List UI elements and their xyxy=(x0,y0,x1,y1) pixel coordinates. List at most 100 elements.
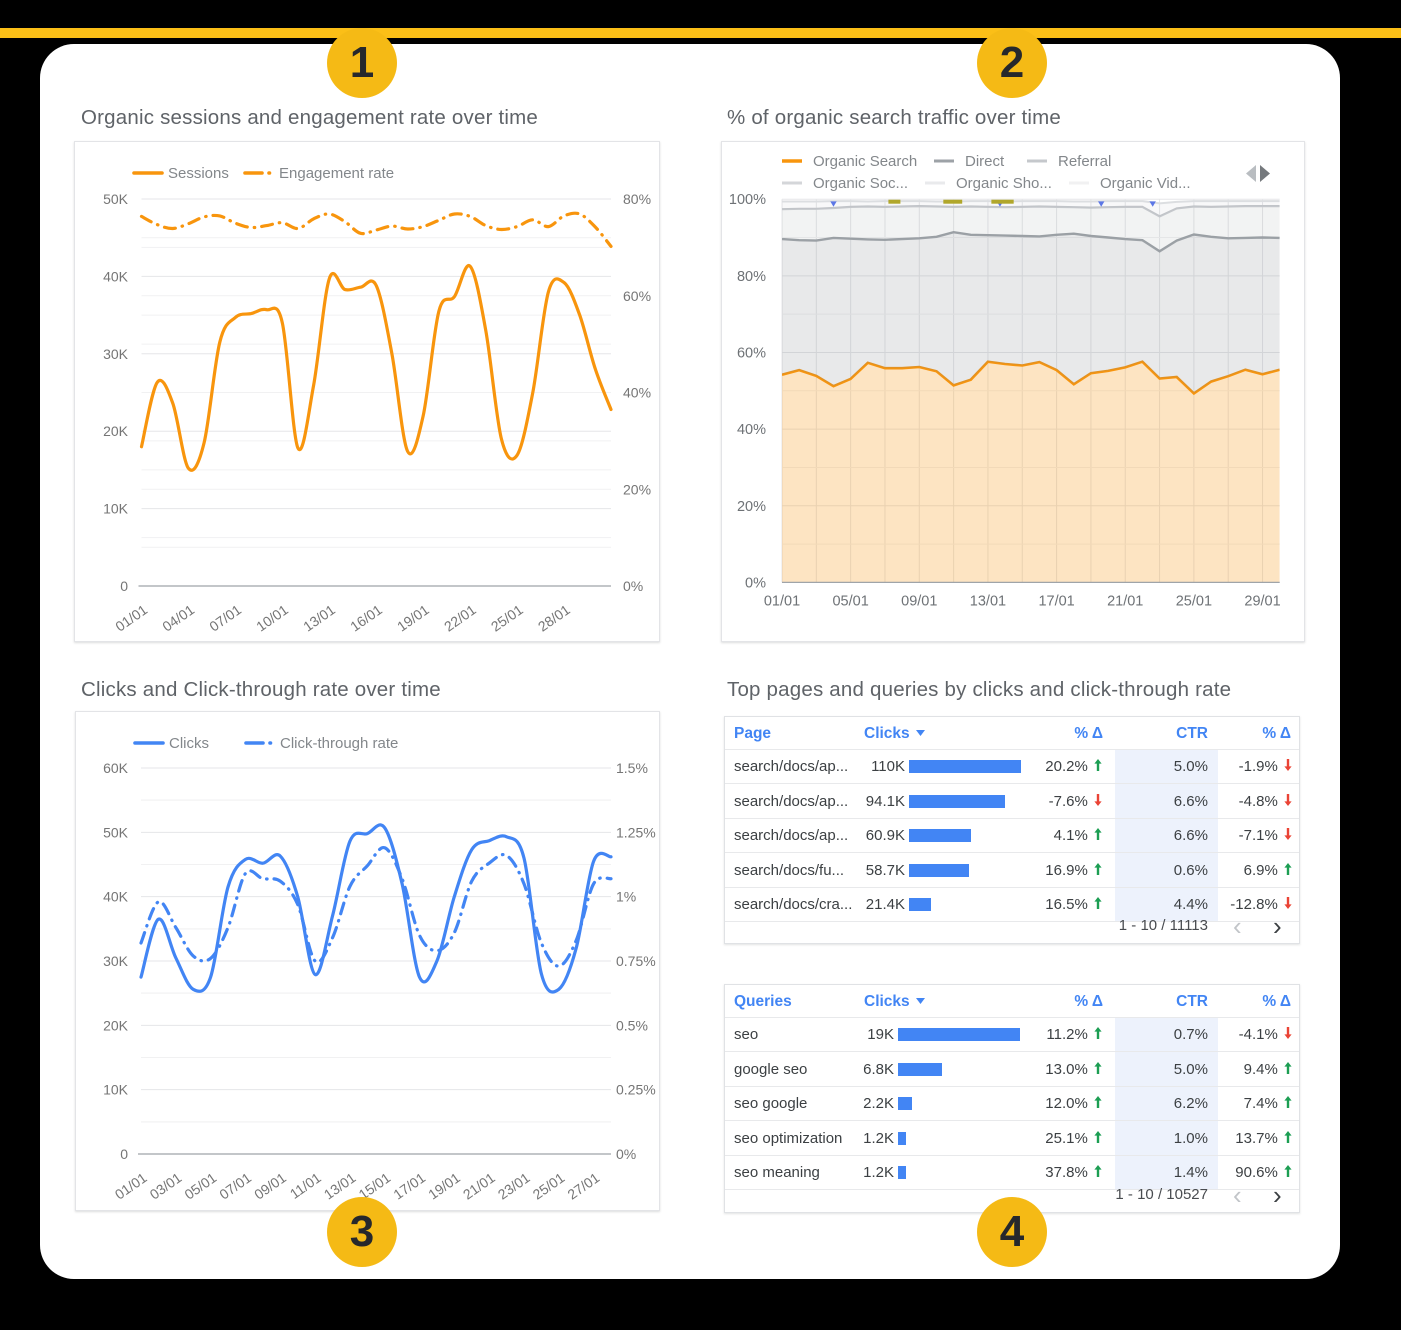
y-axis-right-label: 1.5% xyxy=(616,760,648,776)
marker-blue xyxy=(1098,201,1105,207)
cell-clicks: 6.8K xyxy=(863,1060,894,1078)
area-0 xyxy=(782,361,1280,583)
series-line-sessions xyxy=(139,264,613,472)
cell-ctr: 0.6% xyxy=(1173,861,1208,879)
up-arrow-icon xyxy=(1284,1096,1292,1109)
table-row: search/docs/ap... 110K 20.2% 5.0% -1.9% xyxy=(725,749,1299,784)
x-axis-label: 13/01 xyxy=(970,593,1006,609)
column-header-delta-clicks[interactable]: % Δ xyxy=(1074,993,1103,1010)
table-row: seo 19K 11.2% 0.7% -4.1% xyxy=(725,1017,1299,1052)
column-header-delta-ctr[interactable]: % Δ xyxy=(1262,725,1291,742)
y-axis-left-label: 40K xyxy=(103,268,129,284)
cell-clicks: 2.2K xyxy=(863,1095,894,1113)
chart-title-traffic-share: % of organic search traffic over time xyxy=(727,106,1062,129)
annotation-badge-3: 3 xyxy=(327,1197,397,1267)
x-axis-label: 21/01 xyxy=(1107,593,1143,609)
y-axis-right-label: 1% xyxy=(616,889,636,905)
cell-delta-clicks: 4.1% xyxy=(955,818,1102,852)
x-axis-label: 03/01 xyxy=(147,1169,185,1202)
column-header-delta-clicks[interactable]: % Δ xyxy=(1074,725,1103,742)
x-axis-label: 25/01 xyxy=(1176,593,1212,609)
pagination-prev-icon[interactable]: ‹ xyxy=(1233,911,1242,941)
up-arrow-icon-shape xyxy=(1094,1027,1102,1039)
y-axis-left-label: 40K xyxy=(103,889,129,905)
pagination-next-icon[interactable]: › xyxy=(1273,911,1282,941)
table-row: search/docs/fu... 58.7K 16.9% 0.6% 6.9% xyxy=(725,853,1299,888)
x-axis-label: 25/01 xyxy=(488,601,526,634)
area-line-1 xyxy=(782,230,1280,253)
marker-olive xyxy=(888,199,901,204)
x-axis-label: 05/01 xyxy=(181,1169,219,1202)
clicks-bar xyxy=(898,1166,906,1180)
y-axis-left-label: 0 xyxy=(120,1146,128,1162)
down-arrow-icon xyxy=(1284,1027,1292,1039)
table-row: google seo 6.8K 13.0% 5.0% 9.4% xyxy=(725,1052,1299,1087)
cell-clicks: 60.9K xyxy=(865,827,905,845)
down-arrow-icon-shape xyxy=(1094,793,1102,806)
clicks-bar xyxy=(909,829,971,843)
x-axis-label: 16/01 xyxy=(347,601,385,634)
cell-delta-ctr: -12.8% xyxy=(1165,887,1292,921)
column-header-delta-ctr[interactable]: % Δ xyxy=(1262,993,1291,1010)
y-axis-label: 40% xyxy=(737,422,766,438)
legend-label: Organic Sho... xyxy=(956,175,1052,192)
up-arrow-icon-shape xyxy=(1094,1130,1102,1143)
row-separator xyxy=(725,817,1299,819)
column-header-page[interactable]: Page xyxy=(734,725,772,742)
up-arrow-icon xyxy=(1094,1027,1102,1039)
pagination-next-icon[interactable]: › xyxy=(1273,1180,1282,1210)
y-axis-left-label: 0 xyxy=(120,578,128,594)
cell-ctr: 6.6% xyxy=(1173,792,1208,810)
area-2 xyxy=(782,206,1280,252)
legend-label: Direct xyxy=(965,153,1005,170)
up-arrow-icon-shape xyxy=(1284,1130,1292,1143)
row-separator xyxy=(725,1120,1299,1122)
row-separator xyxy=(725,921,1299,923)
column-header-clicks[interactable]: Clicks xyxy=(864,717,925,749)
marker-blue xyxy=(830,201,837,207)
cell-clicks: 110K xyxy=(871,758,905,775)
column-header-clicks[interactable]: Clicks xyxy=(864,985,925,1017)
y-axis-right-label: 80% xyxy=(623,191,651,207)
up-arrow-icon xyxy=(1094,1096,1102,1109)
y-axis-right-label: 60% xyxy=(623,288,651,304)
table-header-row: Page Clicks % Δ CTR % Δ xyxy=(725,717,1299,749)
row-separator xyxy=(725,1051,1299,1052)
column-header-ctr[interactable]: CTR xyxy=(1176,993,1208,1010)
table-header-row: Queries Clicks % Δ CTR % Δ xyxy=(725,985,1299,1017)
legend-prev-icon[interactable] xyxy=(1246,165,1256,182)
sort-desc-icon-shape-shape xyxy=(915,730,925,736)
pagination-prev-icon[interactable]: ‹ xyxy=(1233,1180,1242,1210)
down-arrow-icon xyxy=(1284,828,1292,841)
cell-ctr: 6.2% xyxy=(1173,1095,1208,1113)
clicks-bar xyxy=(909,794,1005,808)
sort-desc-icon xyxy=(915,983,925,1016)
table-row: seo meaning 1.2K 37.8% 1.4% 90.6% xyxy=(725,1155,1299,1191)
table-row: seo google 2.2K 12.0% 6.2% 7.4% xyxy=(725,1086,1299,1122)
x-axis-label: 07/01 xyxy=(206,601,244,634)
x-axis-label: 09/01 xyxy=(901,593,937,609)
column-header-ctr[interactable]: CTR xyxy=(1176,725,1208,742)
clicks-bar xyxy=(898,1028,1020,1041)
y-axis-left-label: 60K xyxy=(103,760,129,776)
x-axis-label: 11/01 xyxy=(287,1169,324,1202)
marker-olive xyxy=(991,199,1014,204)
organic-traffic-stacked-area-chart: 0% 20% 40% 60% 80% 100% 01/01 05/01 09/01 13/01 17… xyxy=(729,153,1281,609)
y-axis-left-label: 20K xyxy=(103,1017,129,1033)
x-axis-label: 21/01 xyxy=(460,1169,498,1202)
x-axis-label: 17/01 xyxy=(1038,593,1074,609)
cell-delta-ctr: -1.9% xyxy=(1165,749,1292,783)
down-arrow-icon xyxy=(1284,793,1292,806)
legend-next-icon[interactable] xyxy=(1260,165,1270,182)
cell-label: seo google xyxy=(734,1095,808,1113)
ctr-heat-band xyxy=(1115,1017,1218,1190)
table-section-title: Top pages and queries by clicks and clic… xyxy=(727,678,1232,701)
marker-olive xyxy=(943,199,963,204)
column-header-queries[interactable]: Queries xyxy=(734,993,792,1010)
up-arrow-icon xyxy=(1284,1130,1292,1143)
series-line-clicks xyxy=(139,823,613,994)
up-arrow-icon-shape xyxy=(1284,1096,1292,1109)
cell-delta-clicks: 37.8% xyxy=(955,1155,1102,1189)
cell-ctr: 5.0% xyxy=(1173,1060,1208,1078)
organic-traffic-stacked-area-chart-shape xyxy=(782,200,1280,583)
